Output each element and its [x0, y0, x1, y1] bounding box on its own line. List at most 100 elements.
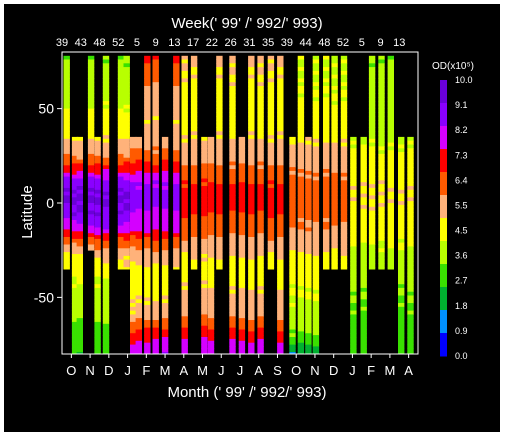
swath-cell [229, 127, 236, 132]
swath-cell [323, 240, 330, 245]
swath-cell [277, 252, 284, 257]
swath-cell [190, 108, 198, 113]
swath-cell [130, 170, 137, 176]
swath-cell [123, 63, 130, 68]
swath-cell [181, 78, 188, 83]
swath-cell [323, 131, 330, 136]
swath-cell [130, 303, 137, 308]
swath-cell [173, 218, 180, 223]
swath-cell [161, 201, 169, 206]
swath-cell [297, 153, 305, 159]
swath-cell [368, 70, 376, 76]
swath-cell [289, 254, 296, 259]
swath-cell [216, 67, 223, 72]
swath-cell [248, 289, 255, 294]
swath-cell [161, 197, 169, 202]
swath-cell [238, 155, 246, 160]
swath-cell [323, 157, 330, 162]
swath-cell [76, 193, 83, 198]
swath-cell [368, 176, 376, 181]
swath-cell [248, 221, 255, 227]
swath-cell [257, 157, 264, 162]
swath-cell [190, 120, 198, 125]
swath-cell [130, 280, 137, 285]
swath-cell [238, 246, 246, 251]
swath-cell [135, 136, 142, 142]
colorbar-swatch [440, 103, 447, 127]
swath-cell [323, 195, 330, 200]
swath-cell [257, 63, 264, 68]
swath-cell [207, 299, 215, 304]
swath-cell [181, 312, 188, 317]
swath-cell [144, 312, 151, 317]
swath-cell [257, 86, 264, 91]
swath-cell [130, 321, 137, 327]
swath-cell [201, 182, 208, 187]
swath-cell [161, 321, 169, 327]
swath-cell [173, 153, 180, 159]
swath-cell [130, 250, 137, 255]
swath-cell [331, 138, 338, 143]
swath-cell [331, 108, 338, 113]
swath-cell [94, 167, 101, 172]
swath [94, 136, 101, 355]
swath-cell [387, 146, 394, 151]
swath-cell [135, 344, 142, 349]
swath-cell [387, 221, 394, 227]
swath-cell [267, 252, 275, 257]
swath-cell [277, 221, 284, 227]
swath-cell [117, 165, 125, 170]
swath-cell [229, 153, 236, 159]
swath-cell [152, 267, 159, 272]
swath-cell [135, 208, 142, 213]
swath [123, 55, 130, 270]
swath-cell [267, 180, 275, 185]
swath-cell [161, 178, 169, 183]
swath-cell [248, 331, 255, 336]
swath-cell [387, 135, 394, 140]
swath-cell [305, 235, 312, 240]
swath-cell [340, 146, 348, 151]
swath-cell [378, 229, 385, 234]
swath-cell [360, 280, 367, 285]
swath-cell [297, 101, 305, 106]
swath-cell [368, 206, 376, 211]
swath-cell [312, 195, 320, 200]
swath-cell [190, 74, 198, 79]
swath-cell [181, 184, 188, 189]
swath-cell [267, 97, 275, 102]
swath-cell [102, 165, 110, 170]
swath-cell [267, 169, 275, 174]
swath-cell [144, 293, 151, 298]
swath-cell [201, 257, 208, 262]
swath-cell [87, 93, 95, 98]
swath-cell [398, 269, 405, 274]
swath-cell [94, 325, 101, 330]
swath-cell [277, 187, 284, 193]
swath-cell [216, 210, 223, 215]
swath-cell [323, 176, 330, 181]
swath-cell [181, 335, 188, 340]
swath-cell [144, 146, 151, 151]
swath-cell [378, 206, 385, 211]
swath-cell [257, 233, 264, 238]
swath-cell [135, 321, 142, 327]
swath-cell [340, 267, 348, 270]
swath-cell [229, 138, 236, 143]
swath-cell [297, 172, 305, 177]
swath-cell [207, 321, 215, 327]
swath-cell [248, 199, 255, 204]
swath-cell [173, 240, 180, 245]
swath-cell [238, 231, 246, 236]
swath-cell [207, 193, 215, 198]
swath-cell [398, 306, 405, 311]
swath-cell [71, 352, 79, 355]
swath-cell [76, 163, 83, 168]
swath-cell [144, 142, 151, 147]
swath-cell [216, 146, 223, 151]
swath-cell [102, 274, 110, 279]
swath-cell [257, 342, 264, 347]
swath-cell [277, 229, 284, 234]
swath-cell [360, 235, 367, 240]
swath-cell [340, 104, 348, 109]
